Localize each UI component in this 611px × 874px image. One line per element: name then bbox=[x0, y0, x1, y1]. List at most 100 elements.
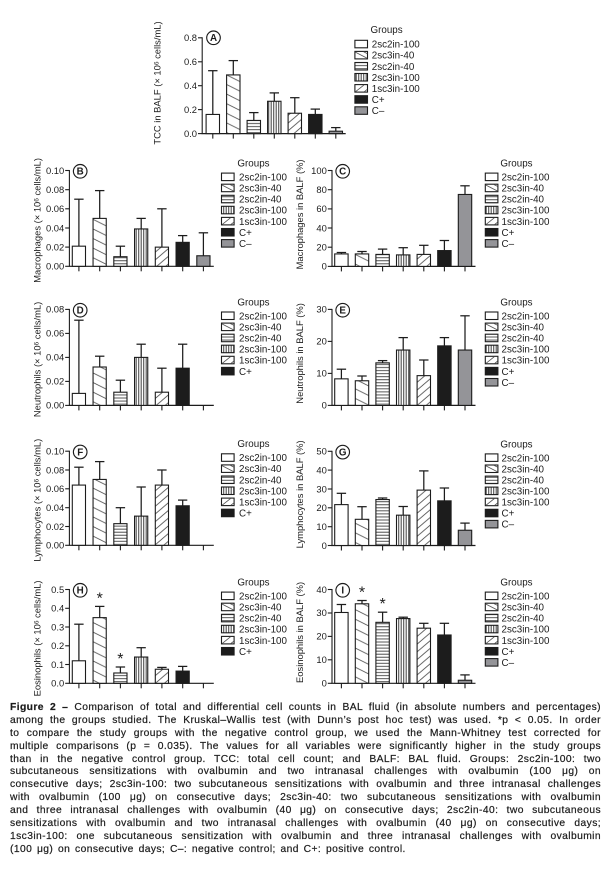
svg-text:C–: C– bbox=[372, 106, 385, 117]
svg-text:C+: C+ bbox=[239, 367, 252, 378]
svg-text:Groups: Groups bbox=[500, 578, 532, 589]
svg-text:0.1: 0.1 bbox=[51, 659, 64, 670]
svg-text:0: 0 bbox=[322, 540, 327, 551]
svg-text:1sc3in-100: 1sc3in-100 bbox=[502, 636, 550, 647]
svg-text:0.6: 0.6 bbox=[184, 56, 197, 67]
svg-text:2sc2in-100: 2sc2in-100 bbox=[239, 172, 287, 183]
svg-text:2sc3in-100: 2sc3in-100 bbox=[239, 625, 287, 636]
svg-text:Groups: Groups bbox=[237, 159, 269, 170]
svg-text:0.02: 0.02 bbox=[46, 521, 64, 532]
svg-text:0.2: 0.2 bbox=[51, 640, 64, 651]
svg-text:30: 30 bbox=[316, 607, 326, 618]
svg-text:D: D bbox=[77, 306, 84, 317]
svg-text:0.8: 0.8 bbox=[184, 32, 197, 43]
svg-text:0.08: 0.08 bbox=[46, 304, 64, 315]
svg-text:0.3: 0.3 bbox=[51, 621, 64, 632]
svg-text:2sc2in-40: 2sc2in-40 bbox=[502, 614, 545, 625]
svg-text:0: 0 bbox=[322, 261, 327, 272]
svg-text:0.0: 0.0 bbox=[184, 128, 197, 139]
svg-text:0.00: 0.00 bbox=[46, 400, 64, 411]
svg-text:0.00: 0.00 bbox=[46, 540, 64, 551]
svg-text:0.08: 0.08 bbox=[46, 464, 64, 475]
svg-text:Groups: Groups bbox=[500, 439, 532, 450]
svg-text:H: H bbox=[77, 586, 84, 597]
svg-text:A: A bbox=[210, 33, 217, 44]
svg-text:*: * bbox=[117, 651, 123, 668]
svg-text:*: * bbox=[379, 596, 385, 613]
svg-text:2sc3in-100: 2sc3in-100 bbox=[502, 625, 550, 636]
svg-text:100: 100 bbox=[311, 165, 327, 176]
svg-text:Neutrophils in BALF (%): Neutrophils in BALF (%) bbox=[294, 303, 305, 404]
svg-text:2sc3in-100: 2sc3in-100 bbox=[372, 73, 420, 84]
svg-text:0.5: 0.5 bbox=[51, 584, 64, 595]
svg-text:*: * bbox=[359, 585, 365, 602]
svg-text:C–: C– bbox=[502, 239, 515, 250]
svg-text:2sc3in-40: 2sc3in-40 bbox=[239, 603, 282, 614]
svg-text:0.08: 0.08 bbox=[46, 184, 64, 195]
svg-text:*: * bbox=[97, 590, 103, 607]
svg-text:Groups: Groups bbox=[500, 297, 532, 308]
svg-text:2sc2in-100: 2sc2in-100 bbox=[239, 453, 287, 464]
svg-text:0.10: 0.10 bbox=[46, 446, 64, 457]
svg-text:20: 20 bbox=[316, 336, 326, 347]
svg-text:0.06: 0.06 bbox=[46, 328, 64, 339]
svg-text:2sc3in-100: 2sc3in-100 bbox=[502, 206, 550, 217]
svg-text:TCC in BALF (× 106 cells/mL): TCC in BALF (× 106 cells/mL) bbox=[151, 21, 162, 144]
svg-text:2sc3in-40: 2sc3in-40 bbox=[502, 464, 545, 475]
svg-text:2sc2in-40: 2sc2in-40 bbox=[239, 475, 282, 486]
svg-text:2sc3in-100: 2sc3in-100 bbox=[239, 206, 287, 217]
svg-text:Eosinophils (× 106 cells/mL): Eosinophils (× 106 cells/mL) bbox=[31, 580, 42, 696]
svg-text:1sc3in-100: 1sc3in-100 bbox=[502, 217, 550, 228]
svg-text:C–: C– bbox=[502, 378, 515, 389]
svg-text:20: 20 bbox=[316, 502, 326, 513]
svg-text:Neutrophils (× 106 cells/mL): Neutrophils (× 106 cells/mL) bbox=[32, 302, 43, 417]
svg-text:50: 50 bbox=[316, 446, 326, 457]
svg-text:2sc3in-40: 2sc3in-40 bbox=[502, 184, 545, 195]
svg-text:Groups: Groups bbox=[237, 297, 269, 308]
svg-text:Eosinophils in BALF (%): Eosinophils in BALF (%) bbox=[294, 582, 305, 683]
svg-text:2sc2in-40: 2sc2in-40 bbox=[502, 195, 545, 206]
svg-text:0.4: 0.4 bbox=[184, 80, 197, 91]
svg-text:0.04: 0.04 bbox=[46, 502, 64, 513]
svg-text:0: 0 bbox=[322, 400, 327, 411]
svg-text:2sc3in-40: 2sc3in-40 bbox=[502, 603, 545, 614]
svg-text:40: 40 bbox=[316, 222, 326, 233]
svg-text:0.04: 0.04 bbox=[46, 222, 64, 233]
svg-text:2sc2in-100: 2sc2in-100 bbox=[239, 311, 287, 322]
svg-text:C–: C– bbox=[502, 520, 515, 531]
svg-text:10: 10 bbox=[316, 654, 326, 665]
svg-text:2sc2in-40: 2sc2in-40 bbox=[502, 475, 545, 486]
svg-text:2sc2in-40: 2sc2in-40 bbox=[372, 62, 415, 73]
svg-text:2sc3in-40: 2sc3in-40 bbox=[372, 51, 415, 62]
svg-text:60: 60 bbox=[316, 203, 326, 214]
svg-text:20: 20 bbox=[316, 242, 326, 253]
svg-text:Macrophages in BALF (%): Macrophages in BALF (%) bbox=[294, 159, 305, 269]
svg-text:1sc3in-100: 1sc3in-100 bbox=[239, 217, 287, 228]
svg-text:C+: C+ bbox=[502, 647, 515, 658]
svg-text:Groups: Groups bbox=[237, 578, 269, 589]
svg-text:20: 20 bbox=[316, 631, 326, 642]
svg-text:Groups: Groups bbox=[500, 159, 532, 170]
svg-text:2sc2in-100: 2sc2in-100 bbox=[502, 172, 550, 183]
svg-text:C+: C+ bbox=[372, 95, 385, 106]
svg-text:Lymphocytes in BALF (%): Lymphocytes in BALF (%) bbox=[294, 440, 305, 548]
svg-text:40: 40 bbox=[316, 584, 326, 595]
svg-text:F: F bbox=[77, 447, 83, 458]
svg-text:2sc2in-100: 2sc2in-100 bbox=[502, 453, 550, 464]
svg-text:I: I bbox=[341, 586, 344, 597]
svg-text:0.0: 0.0 bbox=[51, 678, 64, 689]
svg-text:2sc3in-100: 2sc3in-100 bbox=[502, 345, 550, 356]
svg-text:0: 0 bbox=[322, 678, 327, 689]
svg-text:1sc3in-100: 1sc3in-100 bbox=[372, 84, 420, 95]
svg-text:C+: C+ bbox=[502, 509, 515, 520]
svg-text:2sc3in-40: 2sc3in-40 bbox=[239, 464, 282, 475]
svg-text:0.06: 0.06 bbox=[46, 483, 64, 494]
svg-text:C–: C– bbox=[502, 658, 515, 669]
svg-text:2sc2in-40: 2sc2in-40 bbox=[502, 334, 545, 345]
svg-text:1sc3in-100: 1sc3in-100 bbox=[239, 356, 287, 367]
svg-text:10: 10 bbox=[316, 521, 326, 532]
svg-text:Lymphocytes (× 106 cells/mL): Lymphocytes (× 106 cells/mL) bbox=[32, 439, 43, 562]
svg-text:1sc3in-100: 1sc3in-100 bbox=[239, 636, 287, 647]
svg-text:C+: C+ bbox=[239, 647, 252, 658]
svg-text:Groups: Groups bbox=[237, 439, 269, 450]
